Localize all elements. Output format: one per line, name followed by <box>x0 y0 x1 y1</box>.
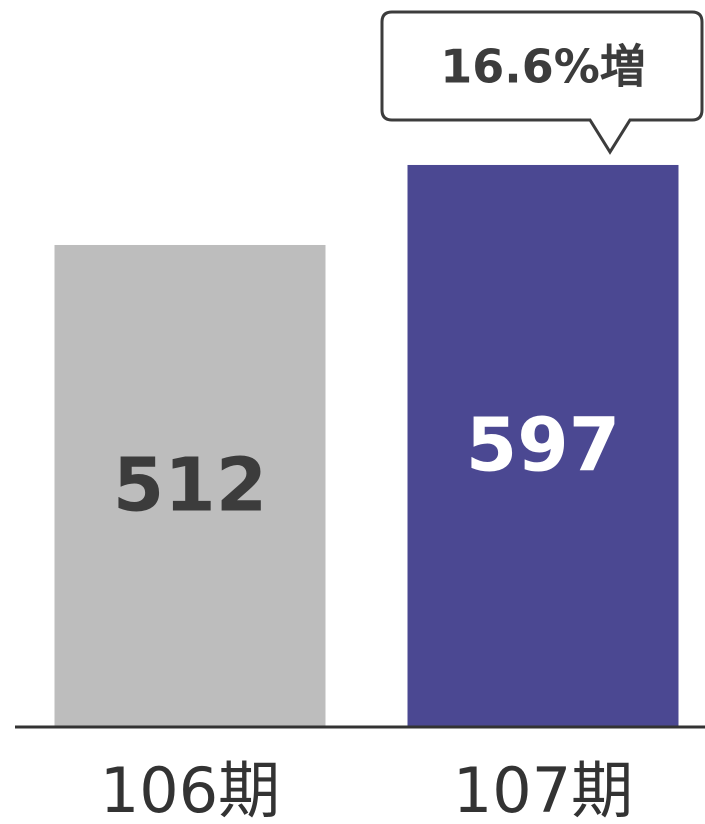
annotation: 16.6%増 <box>440 40 646 94</box>
bar <box>54 244 326 727</box>
x-tick-label: 107期 <box>453 754 633 824</box>
x-tick-label: 106期 <box>100 754 280 824</box>
value-label: 512 <box>113 442 267 528</box>
callout-box <box>380 10 704 155</box>
bar <box>407 164 679 727</box>
value-label: 597 <box>466 402 620 488</box>
